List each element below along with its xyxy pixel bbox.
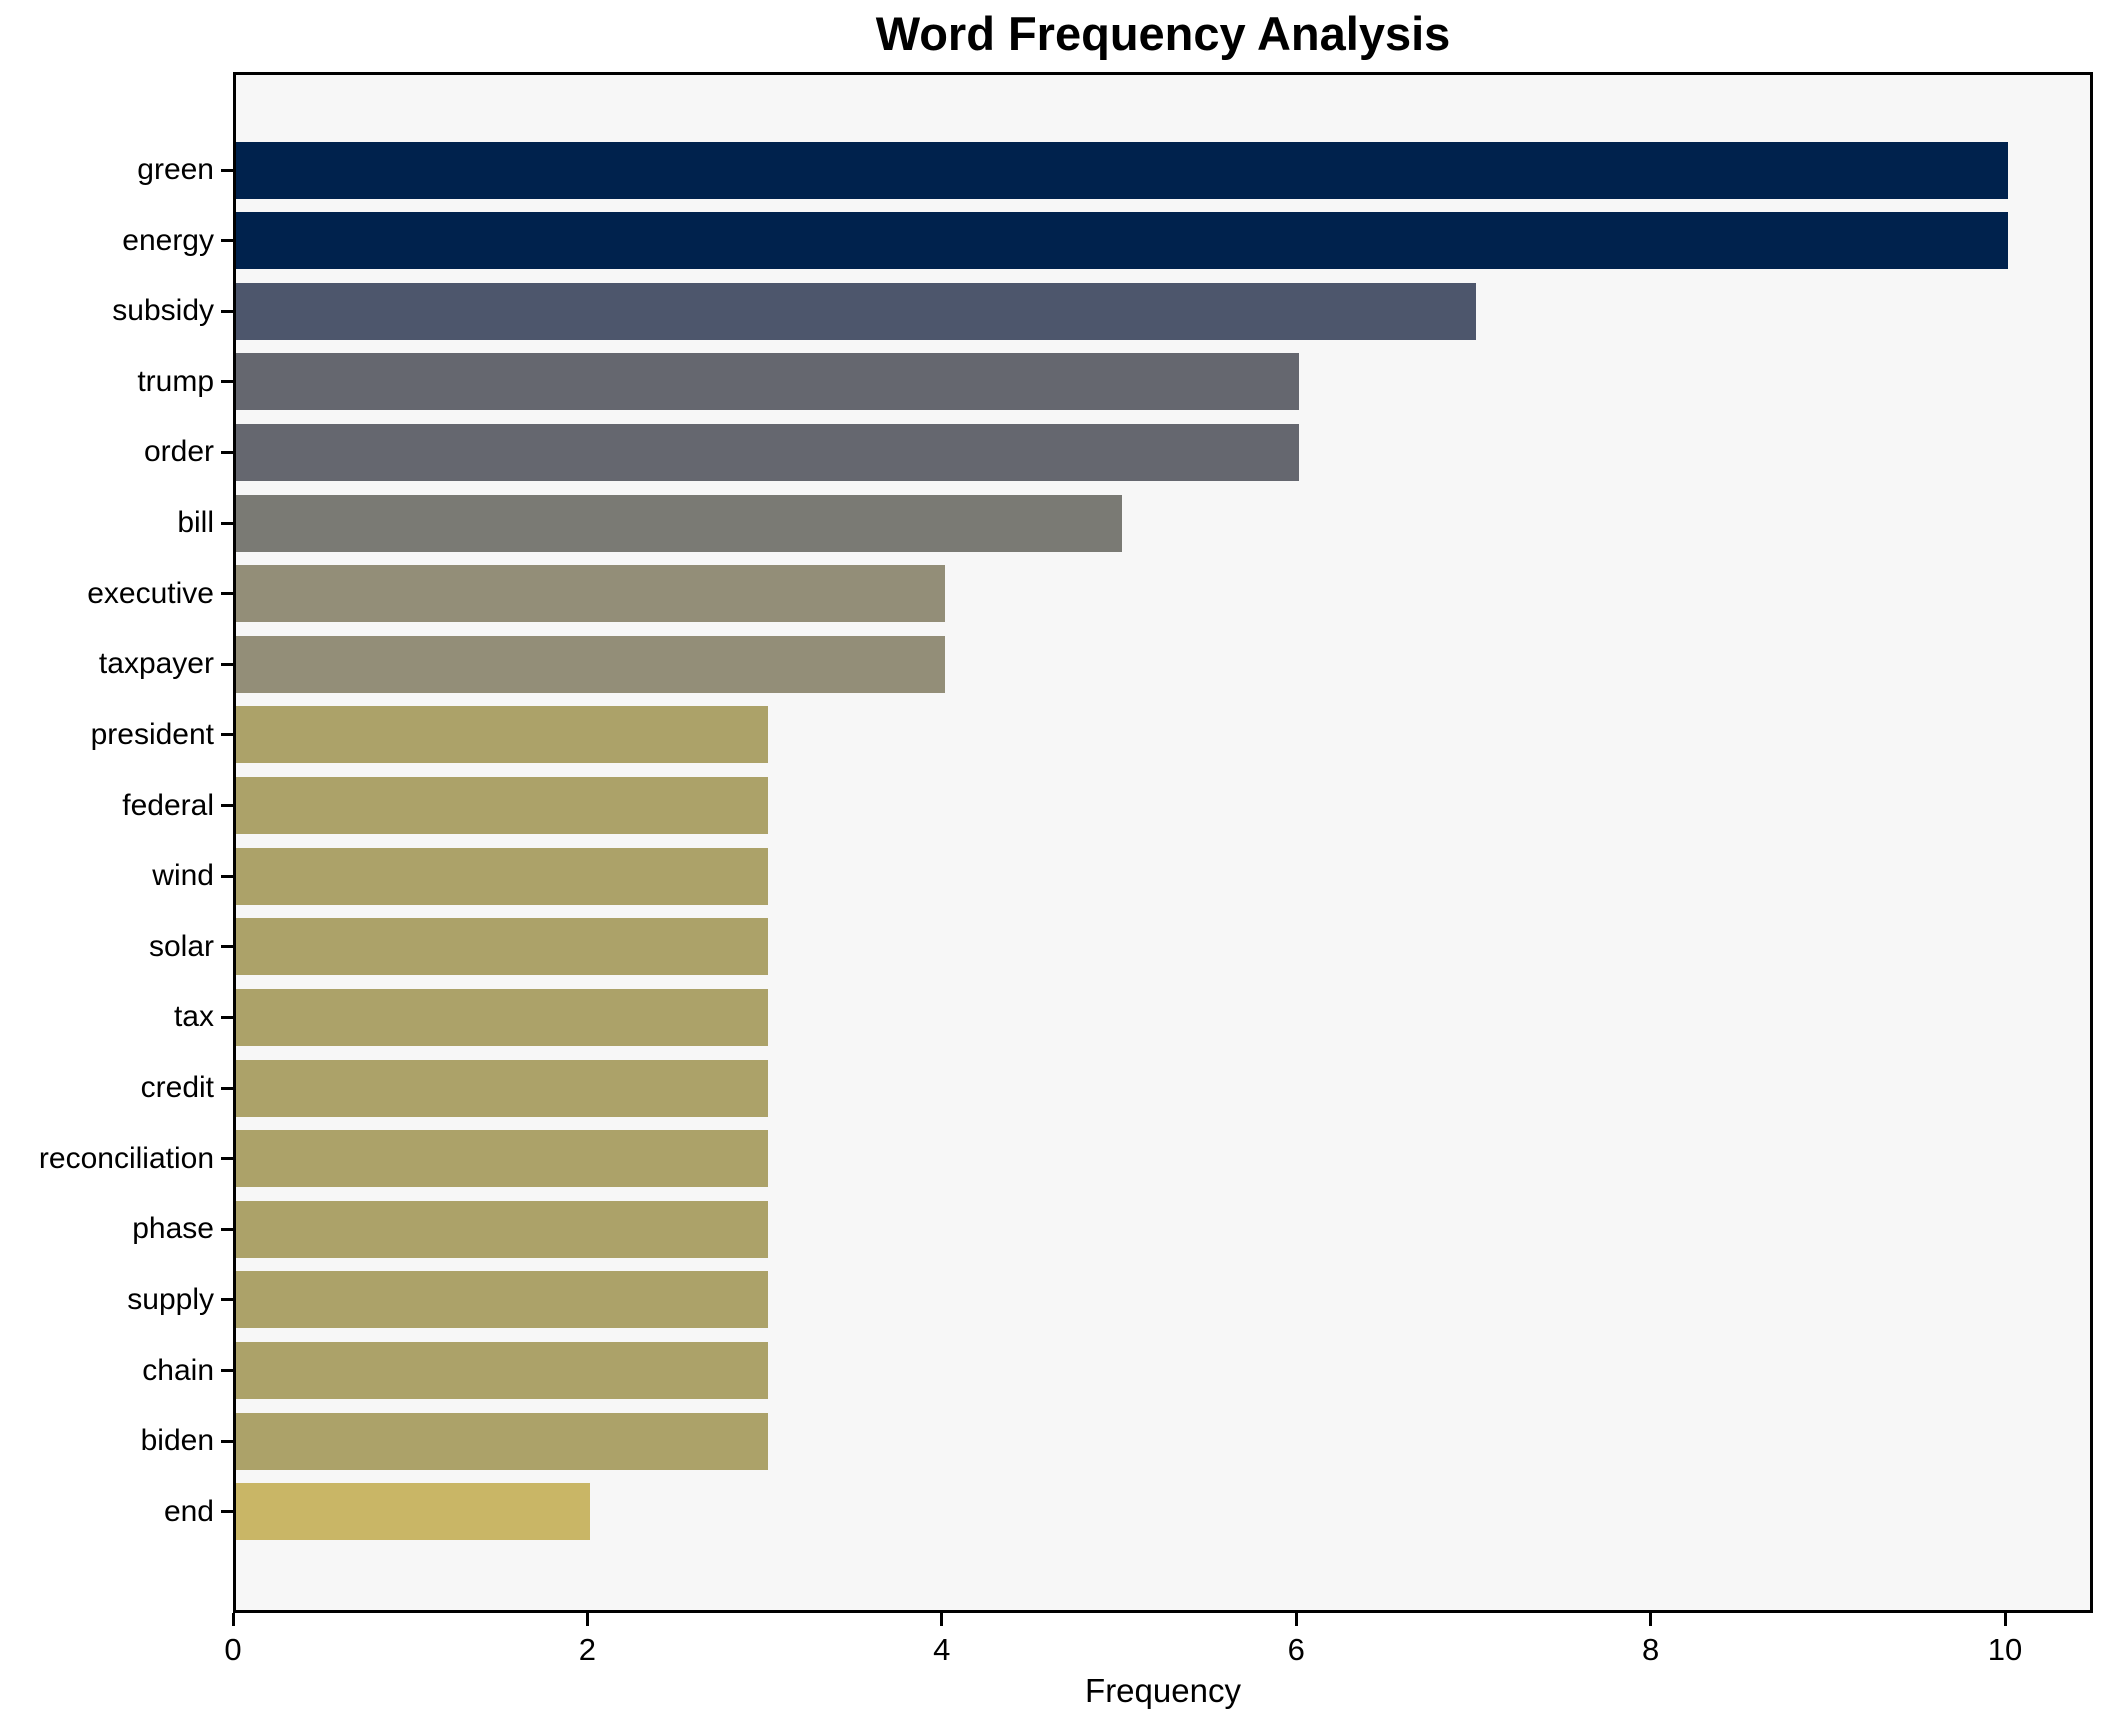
bar-order <box>236 423 1300 481</box>
y-tick-label-green: green <box>137 153 214 186</box>
x-tick-label-0: 0 <box>224 1632 242 1667</box>
x-tick-label-8: 8 <box>1641 1632 1660 1667</box>
y-tick-label-supply: supply <box>127 1282 214 1316</box>
bar-federal <box>236 777 768 835</box>
y-tick-label-executive: executive <box>87 576 214 610</box>
bar-bill <box>236 494 1122 552</box>
y-tick-mark <box>221 521 233 525</box>
x-axis-title: Frequency <box>1085 1672 1241 1709</box>
bar-solar <box>236 918 768 976</box>
x-tick-label-2: 2 <box>578 1632 597 1667</box>
y-tick-label-reconciliation: reconciliation <box>38 1141 214 1175</box>
y-tick-mark <box>221 168 233 172</box>
bar-subsidy <box>236 282 1477 340</box>
bar-taxpayer <box>236 635 945 693</box>
x-tick-mark <box>1649 1613 1653 1626</box>
y-tick-label-tax: tax <box>173 1000 214 1034</box>
x-tick-label-6: 6 <box>1287 1632 1305 1667</box>
y-tick-label-solar: solar <box>148 929 214 963</box>
bar-phase <box>236 1200 768 1258</box>
y-tick-label-taxpayer: taxpayer <box>98 647 214 681</box>
y-tick-mark <box>221 1227 233 1231</box>
y-tick-label-phase: phase <box>132 1212 214 1246</box>
y-tick-label-chain: chain <box>142 1353 214 1387</box>
y-tick-mark <box>221 945 233 949</box>
bar-president <box>236 706 768 764</box>
y-tick-label-order: order <box>143 435 214 469</box>
x-tick-mark <box>940 1613 944 1626</box>
y-tick-label-federal: federal <box>122 788 214 822</box>
y-tick-mark <box>221 804 233 808</box>
bar-chain <box>236 1342 768 1400</box>
x-tick-mark <box>231 1613 235 1626</box>
y-tick-mark <box>221 874 233 878</box>
y-tick-label-end: end <box>163 1494 214 1528</box>
y-tick-mark <box>221 239 233 243</box>
x-tick-mark <box>1294 1613 1298 1626</box>
bar-trump <box>236 353 1300 411</box>
bar-wind <box>236 847 768 905</box>
y-tick-mark <box>221 662 233 666</box>
bar-reconciliation <box>236 1130 768 1188</box>
bar-biden <box>236 1412 768 1470</box>
bar-end <box>236 1483 591 1541</box>
y-tick-mark <box>221 309 233 313</box>
y-tick-label-subsidy: subsidy <box>112 294 214 328</box>
x-tick-mark <box>585 1613 589 1626</box>
y-tick-label-wind: wind <box>152 859 214 893</box>
x-tick-mark <box>2003 1613 2007 1626</box>
y-tick-label-biden: biden <box>140 1424 214 1458</box>
bar-tax <box>236 988 768 1046</box>
y-tick-label-bill: bill <box>177 506 214 540</box>
bar-credit <box>236 1059 768 1117</box>
y-tick-mark <box>221 1086 233 1090</box>
y-tick-mark <box>221 1015 233 1019</box>
bar-supply <box>236 1271 768 1329</box>
y-tick-label-trump: trump <box>137 364 214 398</box>
bar-energy <box>236 212 2008 270</box>
y-tick-mark <box>221 1157 233 1161</box>
y-tick-mark <box>221 1439 233 1443</box>
bar-green <box>236 141 2008 199</box>
y-tick-mark <box>221 450 233 454</box>
y-tick-mark <box>221 380 233 384</box>
plot-area <box>233 72 2093 1613</box>
y-tick-mark <box>221 1298 233 1302</box>
y-tick-label-energy: energy <box>122 223 214 257</box>
y-tick-label-president: president <box>90 717 214 751</box>
y-tick-mark <box>221 592 233 596</box>
y-tick-mark <box>221 733 233 737</box>
x-tick-label-4: 4 <box>933 1632 951 1667</box>
x-tick-label-10: 10 <box>1987 1632 2023 1667</box>
y-tick-mark <box>221 1510 233 1514</box>
chart-title: Word Frequency Analysis <box>875 7 1451 60</box>
y-tick-mark <box>221 1369 233 1373</box>
y-tick-label-credit: credit <box>140 1071 214 1105</box>
bar-executive <box>236 565 945 623</box>
